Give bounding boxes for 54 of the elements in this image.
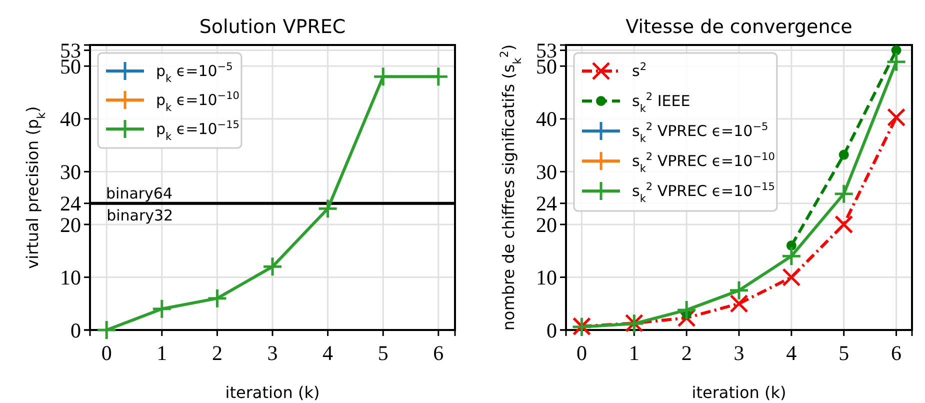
chart-title: Solution VPREC	[199, 16, 346, 38]
y-tick-label: 10	[60, 266, 81, 290]
x-tick-label: 5	[838, 341, 850, 365]
x-tick-label: 6	[891, 341, 902, 365]
legend-label: s$^{2}$	[632, 61, 647, 80]
legend-label: s$_{k}$$^{2}$ VPREC ϵ=10$^{−15}$	[632, 181, 775, 205]
chart-title: Vitesse de convergence	[626, 16, 852, 38]
y-tick-label: 40	[536, 107, 557, 132]
point	[318, 198, 338, 219]
x-tick-label: 4	[322, 341, 334, 365]
x-axis-title: iteration (k)	[225, 383, 320, 402]
point	[886, 52, 907, 72]
point	[262, 256, 283, 277]
point	[887, 108, 906, 127]
ref-line-label: binary64	[106, 184, 173, 202]
x-tick-label: 3	[267, 341, 278, 365]
point	[676, 300, 697, 320]
point	[838, 150, 849, 160]
point	[730, 294, 748, 313]
annotation: binary32	[106, 206, 174, 224]
legend-label: p$_{k}$ ϵ=10$^{−10}$	[156, 90, 240, 114]
x-tick-label: 1	[156, 341, 168, 365]
x-tick-label: 3	[734, 341, 744, 365]
point	[782, 268, 801, 286]
point	[206, 288, 228, 309]
point	[428, 66, 449, 87]
point	[372, 66, 394, 87]
x-tick-label: 6	[433, 341, 444, 365]
legend-label: p$_{k}$ ϵ=10$^{−5}$	[156, 61, 233, 85]
point	[834, 184, 854, 204]
x-tick-label: 4	[786, 341, 798, 365]
x-tick-label: 1	[628, 341, 640, 365]
x-tick-label: 2	[212, 341, 222, 365]
x-axis-title: iteration (k)	[692, 383, 786, 402]
legend-label: p$_{k}$ ϵ=10$^{−15}$	[156, 119, 240, 143]
x-tick-label: 0	[576, 341, 587, 365]
point	[834, 215, 854, 234]
y-tick-label: 30	[536, 160, 557, 184]
legend-label: s$_{k}$$^{2}$ VPREC ϵ=10$^{−10}$	[632, 151, 775, 175]
legend-label: s$_{k}$$^{2}$ IEEE	[632, 91, 690, 115]
point	[728, 280, 750, 301]
y-tick-label: 30	[60, 160, 81, 184]
y-tick-label: 10	[536, 266, 557, 290]
point	[781, 246, 802, 266]
y-tick-label: 40	[60, 107, 81, 132]
y-tick-label: 0	[70, 318, 81, 342]
x-tick-label: 5	[378, 341, 388, 365]
y-tick-label: 0	[546, 318, 557, 342]
x-tick-label: 2	[681, 341, 692, 365]
point	[891, 45, 902, 56]
x-tick-label: 0	[101, 341, 112, 365]
point	[152, 298, 172, 320]
point	[96, 320, 117, 340]
legend-label: s$_{k}$$^{2}$ VPREC ϵ=10$^{−5}$	[632, 121, 768, 145]
